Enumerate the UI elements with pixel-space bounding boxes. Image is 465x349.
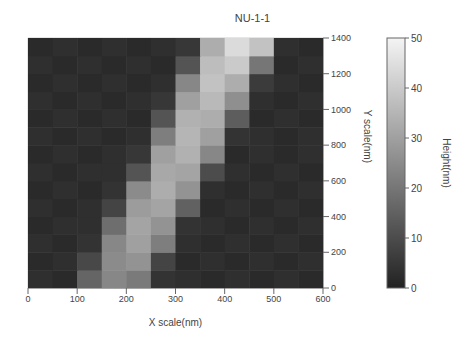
svg-text:1000: 1000	[331, 105, 351, 115]
svg-text:X scale(nm): X scale(nm)	[149, 317, 202, 328]
svg-text:10: 10	[411, 233, 423, 244]
svg-text:400: 400	[331, 212, 346, 222]
svg-text:1400: 1400	[331, 33, 351, 43]
svg-text:600: 600	[331, 176, 346, 186]
svg-text:20: 20	[411, 183, 423, 194]
svg-text:0: 0	[331, 283, 336, 293]
svg-text:200: 200	[119, 294, 134, 304]
svg-text:30: 30	[411, 133, 423, 144]
svg-text:Height(nm): Height(nm)	[441, 138, 452, 187]
svg-text:Y scale(nm): Y scale(nm)	[362, 110, 373, 163]
svg-text:0: 0	[25, 294, 30, 304]
svg-text:800: 800	[331, 140, 346, 150]
svg-text:200: 200	[331, 247, 346, 257]
svg-text:600: 600	[315, 294, 330, 304]
svg-text:100: 100	[70, 294, 85, 304]
html-text:NU-1-1: NU-1-1	[234, 12, 271, 24]
svg-text:300: 300	[168, 294, 183, 304]
svg-text:0: 0	[411, 283, 417, 294]
svg-text:40: 40	[411, 83, 423, 94]
svg-text:500: 500	[266, 294, 281, 304]
svg-text:50: 50	[411, 33, 423, 44]
svg-text:400: 400	[217, 294, 232, 304]
svg-text:1200: 1200	[331, 69, 351, 79]
